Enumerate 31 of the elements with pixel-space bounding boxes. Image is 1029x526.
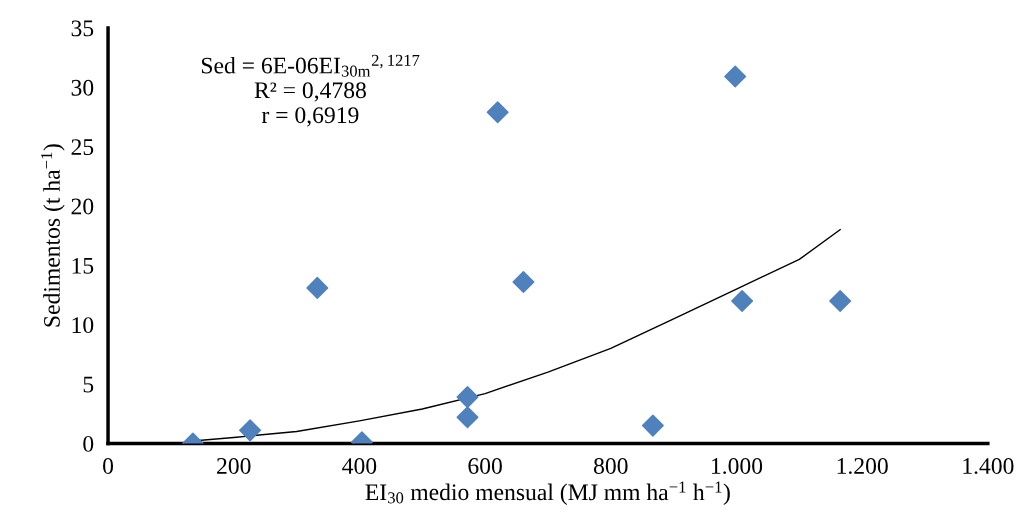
annotation: r = 0,6919 <box>261 107 359 127</box>
point <box>456 406 479 429</box>
y-tick-label: 35 <box>71 20 94 37</box>
y-tick-label: 30 <box>71 79 94 96</box>
point <box>512 270 535 293</box>
point <box>306 276 329 299</box>
point <box>641 414 664 437</box>
annotation: R² = 0,4788 <box>254 82 366 102</box>
x-tick-label: 1.400 <box>963 457 1014 475</box>
point <box>731 289 754 312</box>
y-tick-label: 10 <box>72 317 94 334</box>
y-tick-label: 25 <box>71 139 94 156</box>
annotation: Sed = 6E-06EI$_{30m}$$^{2,1217}$ <box>201 54 420 77</box>
x-tick-label: 1.000 <box>711 457 763 475</box>
x-tick-label: 0 <box>103 457 114 474</box>
point <box>239 419 262 442</box>
point <box>486 101 509 124</box>
y-tick-label: 5 <box>83 376 94 393</box>
y-axis-title: Sedimentos (t ha$^{−1}$) <box>41 144 65 327</box>
point <box>456 386 479 409</box>
x-tick-label: 1.200 <box>837 457 888 475</box>
point <box>724 65 747 88</box>
x-axis-title: EI$_{30}$ medio mensual (MJ mm ha$^{−1}$ h$^{−1}$) <box>365 481 730 506</box>
y-tick-label: 0 <box>83 435 94 452</box>
x-tick-label: 800 <box>593 457 628 474</box>
x-tick-label: 400 <box>342 457 377 474</box>
y-tick-label: 20 <box>71 198 94 215</box>
x-tick-label: 600 <box>468 457 502 474</box>
y-tick-label: 15 <box>72 257 94 274</box>
point <box>829 289 852 312</box>
x-tick-label: 200 <box>217 457 251 474</box>
